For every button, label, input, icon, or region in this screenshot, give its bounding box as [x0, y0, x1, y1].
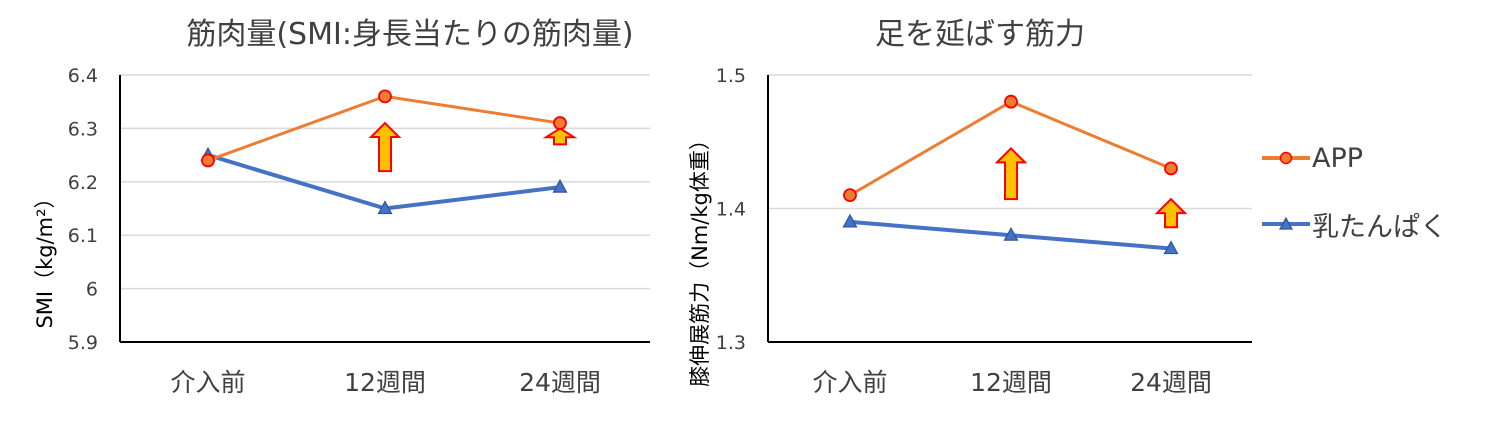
y-tick-label: 6.4	[68, 65, 98, 87]
y-axis-label: SMI（kg/m²）	[33, 187, 57, 328]
data-point-app	[1164, 161, 1178, 176]
y-tick-label: 1.3	[716, 332, 746, 354]
x-tick-label: 12週間	[344, 368, 426, 397]
y-tick-label: 1.5	[716, 65, 746, 87]
y-tick-label: 6.1	[68, 225, 98, 247]
y-tick-label: 6	[86, 279, 98, 301]
increase-arrow	[994, 147, 1028, 201]
chart-title: 足を延ばす筋力	[875, 17, 1085, 52]
data-point-milk-protein	[552, 178, 568, 193]
y-tick-label: 6.2	[68, 172, 98, 194]
legend-item-milk-protein: 乳たんぱく	[1262, 206, 1447, 243]
x-tick-label: 24週間	[519, 368, 601, 397]
increase-arrow	[368, 121, 402, 173]
chart-muscle-mass: 筋肉量(SMI:身長当たりの筋肉量) SMI（kg/m²） 6.4 6.3 6.2 6…	[33, 17, 650, 397]
x-tick-label: 12週間	[970, 368, 1052, 397]
data-point-app	[378, 89, 392, 104]
legend: APP 乳たんぱく	[1262, 140, 1447, 272]
y-tick-label: 6.3	[68, 118, 98, 140]
x-tick-label: 介入前	[170, 368, 245, 397]
legend-item-app: APP	[1262, 140, 1447, 176]
legend-app-swatch	[1262, 151, 1310, 165]
data-point-app	[553, 116, 567, 130]
y-tick-label: 1.4	[716, 199, 746, 221]
data-point-app	[843, 188, 857, 203]
increase-arrow	[1154, 197, 1188, 229]
data-point-milk-protein	[1003, 226, 1019, 241]
x-tick-label: 24週間	[1130, 368, 1212, 397]
data-point-milk-protein	[1163, 240, 1179, 255]
y-axis-label: 膝伸展筋力（Nm/kg体重）	[688, 129, 712, 387]
chart-knee-extension: 足を延ばす筋力 膝伸展筋力（Nm/kg体重） 1.5 1.4 1.3 介入前 12週間 2…	[688, 17, 1252, 397]
data-point-app	[1004, 94, 1018, 109]
data-point-milk-protein	[377, 200, 393, 215]
data-point-app	[201, 153, 215, 168]
data-point-milk-protein	[842, 213, 858, 228]
y-tick-label: 5.9	[68, 332, 98, 354]
legend-label: APP	[1312, 142, 1364, 174]
legend-milk-swatch	[1262, 216, 1310, 230]
increase-arrow	[542, 127, 578, 146]
legend-label: 乳たんぱく	[1312, 211, 1447, 243]
x-tick-label: 介入前	[812, 368, 887, 397]
chart-title: 筋肉量(SMI:身長当たりの筋肉量)	[186, 17, 633, 52]
